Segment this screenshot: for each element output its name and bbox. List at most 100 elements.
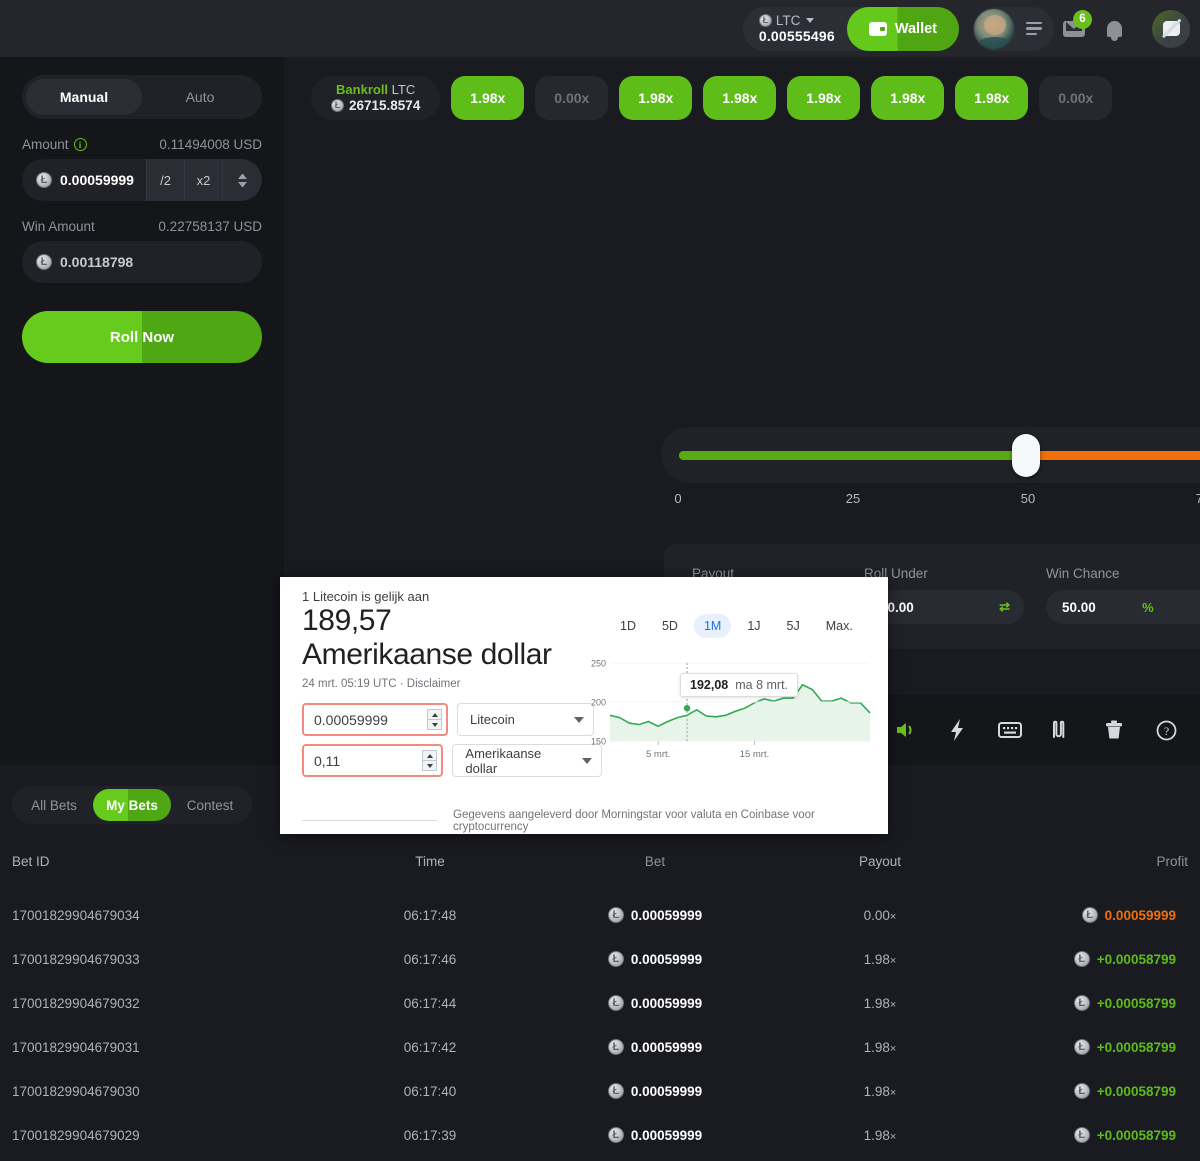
history-chip[interactable]: 1.98x xyxy=(787,76,861,120)
column-profit: Profit xyxy=(1156,854,1188,869)
tab-manual[interactable]: Manual xyxy=(26,79,142,115)
cell-bet-id: 17001829904679033 xyxy=(12,951,140,967)
tab-contest[interactable]: Contest xyxy=(186,797,234,813)
from-stepper[interactable] xyxy=(427,709,442,731)
history-chip[interactable]: 0.00x xyxy=(535,76,609,120)
history-chip[interactable]: 1.98x xyxy=(451,76,525,120)
history-chip[interactable]: 1.98x xyxy=(871,76,945,120)
balance-column: LTC 0.00555496 xyxy=(758,13,849,45)
converter-from-currency-select[interactable]: Litecoin xyxy=(457,703,594,737)
slider-track[interactable] xyxy=(679,451,1200,460)
win-amount-field: 0.00118798 xyxy=(22,241,262,283)
litecoin-icon xyxy=(607,951,624,967)
litecoin-icon xyxy=(607,995,624,1011)
roll-slider[interactable] xyxy=(661,427,1200,483)
history-chip[interactable]: 1.98x xyxy=(619,76,693,120)
table-row[interactable]: 17001829904679031 06:17:42 0.00059999 1.98×… xyxy=(0,1025,1200,1069)
menu-icon[interactable] xyxy=(1026,21,1042,36)
column-bet-id: Bet ID xyxy=(12,854,50,869)
converter-to-currency: Amerikaanse dollar xyxy=(465,745,542,776)
table-row[interactable]: 17001829904679032 06:17:44 0.00059999 1.98×… xyxy=(0,981,1200,1025)
cell-bet: 0.00059999 xyxy=(530,1025,780,1069)
litecoin-icon xyxy=(1073,1083,1090,1099)
column-payout: Payout xyxy=(858,854,902,869)
amount-input-group[interactable]: 0.00059999 /2 x2 xyxy=(22,159,262,201)
cell-bet: 0.00059999 xyxy=(530,937,780,981)
cell-bet-id: 17001829904679034 xyxy=(12,907,140,923)
roll-under-value: 50.00 xyxy=(880,599,914,615)
converter-to-currency-select[interactable]: Amerikaanse dollar xyxy=(452,744,602,778)
table-row[interactable]: 17001829904679033 06:17:46 0.00059999 1.98×… xyxy=(0,937,1200,981)
chevron-down-icon[interactable] xyxy=(238,181,247,187)
cell-bet: 0.00059999 xyxy=(530,981,780,1025)
volume-icon[interactable] xyxy=(894,718,918,742)
chevron-down-icon[interactable] xyxy=(806,17,815,23)
tab-auto[interactable]: Auto xyxy=(185,89,215,105)
history-chip[interactable]: 1.98x xyxy=(955,76,1029,120)
user-menu[interactable] xyxy=(973,6,1054,51)
table-row[interactable]: 17001829904679034 06:17:48 0.00059999 0.00×… xyxy=(0,893,1200,937)
litecoin-icon xyxy=(758,13,772,27)
history-chip[interactable]: 0.00x xyxy=(1039,76,1113,120)
help-icon[interactable]: ? xyxy=(1154,718,1178,742)
divider xyxy=(302,820,437,821)
trash-icon[interactable] xyxy=(1102,718,1126,742)
range-5j[interactable]: 5J xyxy=(786,619,800,633)
range-1j[interactable]: 1J xyxy=(747,619,761,633)
currency-row[interactable]: LTC xyxy=(758,13,835,29)
cell-time: 06:17:39 xyxy=(403,1127,457,1143)
range-1m[interactable]: 1M xyxy=(693,614,732,638)
win-chance-input[interactable]: 50.00 % Min -5 +5 Max xyxy=(1046,590,1200,624)
table-row[interactable]: 17001829904679030 06:17:40 0.00059999 1.98×… xyxy=(0,1069,1200,1113)
tab-my-bets[interactable]: My Bets xyxy=(93,789,171,821)
bankroll-title: Bankroll xyxy=(336,82,389,98)
converter-left: 1 Litecoin is gelijk aan 189,57 Amerikaa… xyxy=(302,589,602,778)
messages-button[interactable]: 6 xyxy=(1054,7,1094,51)
to-stepper[interactable] xyxy=(422,750,438,772)
svg-text:250: 250 xyxy=(591,659,606,669)
range-5d[interactable]: 5D xyxy=(661,619,678,633)
table-body: 17001829904679034 06:17:48 0.00059999 0.00×… xyxy=(0,893,1200,1157)
chevron-up-icon[interactable] xyxy=(238,173,247,179)
converter-to-input[interactable]: 0,11 xyxy=(302,744,444,778)
tab-all-bets[interactable]: All Bets xyxy=(31,797,77,813)
litecoin-icon xyxy=(1073,1039,1090,1055)
converter-from-input[interactable]: 0.00059999 xyxy=(302,703,448,737)
swap-icon[interactable]: ⇄ xyxy=(999,599,1010,614)
converter-inputs: 0.00059999 Litecoin 0,11 Amerikaanse dol… xyxy=(302,703,602,778)
converter-rate: 189,57 xyxy=(302,604,392,637)
win-chance-label: Win Chance xyxy=(1046,566,1120,581)
slider-handle[interactable] xyxy=(1012,434,1040,477)
balance-amount: 0.00555496 xyxy=(758,28,835,45)
wallet-button[interactable]: Wallet xyxy=(846,6,959,51)
win-amount-label-row: Win Amount 0.22758137 USD xyxy=(22,219,262,234)
cell-bet-id: 17001829904679029 xyxy=(12,1127,140,1143)
info-icon[interactable]: i xyxy=(73,138,87,151)
lightning-icon[interactable] xyxy=(946,718,970,742)
cell-bet: 0.00059999 xyxy=(530,1113,780,1157)
chat-toggle-button[interactable] xyxy=(1152,9,1190,48)
balance-selector[interactable]: LTC 0.00555496 Wallet xyxy=(742,6,959,51)
double-amount-button[interactable]: x2 xyxy=(184,159,222,201)
table-header-row: Bet ID Time Bet Payout Profit xyxy=(0,844,1200,893)
amount-input[interactable]: 0.00059999 xyxy=(60,172,134,188)
range-max[interactable]: Max. xyxy=(825,619,853,633)
range-1d[interactable]: 1D xyxy=(620,619,636,633)
fairness-icon[interactable] xyxy=(1050,718,1074,742)
amount-stepper[interactable] xyxy=(222,159,262,201)
history-chip[interactable]: 1.98x xyxy=(703,76,777,120)
table-row[interactable]: 17001829904679029 06:17:39 0.00059999 1.98×… xyxy=(0,1113,1200,1157)
keyboard-icon[interactable] xyxy=(998,718,1022,742)
roll-now-button[interactable]: Roll Now xyxy=(22,311,262,363)
svg-text:15 mrt.: 15 mrt. xyxy=(740,749,770,760)
roll-under-label: Roll Under xyxy=(864,566,928,581)
slider-track-fill xyxy=(679,451,1028,460)
cell-profit: +0.00058799 xyxy=(980,937,1200,981)
scale-tick: 75 xyxy=(1195,491,1200,506)
percent-icon: % xyxy=(1142,599,1154,615)
halve-amount-button[interactable]: /2 xyxy=(146,159,184,201)
avatar[interactable] xyxy=(973,7,1015,50)
roll-under-input[interactable]: 50.00 ⇄ xyxy=(864,590,1024,624)
win-chance-stat: Win Chance 50.00 % Min -5 +5 Max xyxy=(1046,566,1200,649)
notifications-button[interactable] xyxy=(1094,7,1134,51)
